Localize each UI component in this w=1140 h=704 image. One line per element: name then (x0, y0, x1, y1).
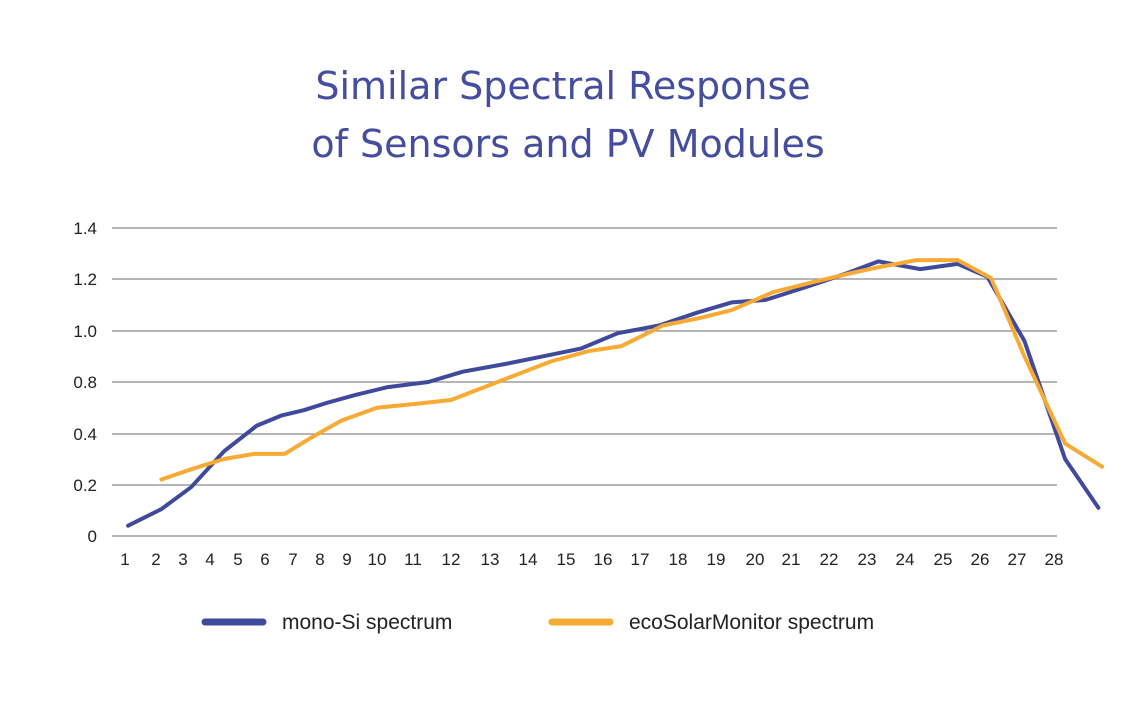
y-tick-label: 0.2 (73, 476, 97, 495)
x-tick-label: 3 (178, 550, 187, 569)
x-axis-ticks: 1 2 3 4 5 6 7 8 9 10 11 12 13 14 15 16 17 18 19 20 21 22 23 24 2… (120, 550, 1063, 569)
x-tick-label: 5 (233, 550, 242, 569)
y-axis-ticks: 0 0.2 0.4 0.8 1.0 1.2 1.4 (73, 219, 97, 546)
x-tick-label: 14 (519, 550, 538, 569)
y-tick-label: 1.4 (73, 219, 97, 238)
x-tick-label: 27 (1008, 550, 1027, 569)
x-tick-label: 8 (315, 550, 324, 569)
y-tick-label: 1.0 (73, 322, 97, 341)
x-tick-label: 21 (782, 550, 801, 569)
x-tick-label: 12 (442, 550, 461, 569)
x-tick-label: 19 (707, 550, 726, 569)
legend-label-mono-si: mono-Si spectrum (282, 611, 452, 634)
x-tick-label: 6 (260, 550, 269, 569)
y-tick-label: 0.8 (73, 373, 97, 392)
x-tick-label: 23 (858, 550, 877, 569)
chart-title-line-2: of Sensors and PV Modules (311, 122, 824, 166)
x-tick-label: 9 (342, 550, 351, 569)
series-lines (126, 258, 1105, 528)
x-tick-label: 24 (896, 550, 915, 569)
x-tick-label: 1 (120, 550, 129, 569)
gridlines (112, 227, 1057, 537)
x-tick-label: 17 (631, 550, 650, 569)
x-tick-label: 11 (404, 550, 422, 569)
x-tick-label: 4 (205, 550, 214, 569)
legend: mono-Si spectrum ecoSolarMonitor spectru… (201, 611, 874, 634)
y-tick-label: 0.4 (73, 425, 97, 444)
x-tick-label: 16 (594, 550, 613, 569)
x-tick-label: 26 (971, 550, 990, 569)
chart-title-line-1: Similar Spectral Response (315, 64, 810, 108)
y-tick-label: 1.2 (73, 270, 97, 289)
y-tick-label: 0 (88, 527, 97, 546)
x-tick-label: 20 (746, 550, 765, 569)
series-line-ecosolarmonitor (159, 258, 1105, 482)
legend-label-ecosolarmonitor: ecoSolarMonitor spectrum (629, 611, 874, 634)
x-tick-label: 28 (1045, 550, 1064, 569)
x-tick-label: 22 (820, 550, 839, 569)
x-tick-label: 13 (481, 550, 500, 569)
x-tick-label: 2 (151, 550, 160, 569)
series-line-mono-si (126, 259, 1101, 528)
x-tick-label: 10 (368, 550, 387, 569)
x-tick-label: 15 (557, 550, 576, 569)
x-tick-label: 18 (669, 550, 688, 569)
x-tick-label: 7 (288, 550, 297, 569)
x-tick-label: 25 (934, 550, 953, 569)
